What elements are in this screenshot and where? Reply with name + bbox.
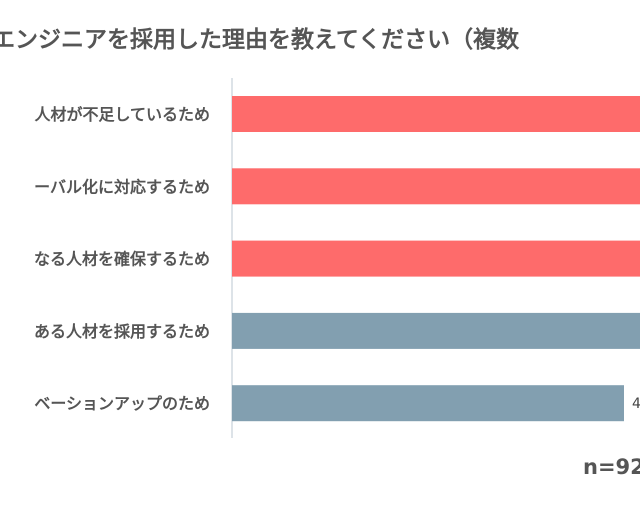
chart-title: エンジニアを採用した理由を教えてください（複数 — [0, 27, 520, 53]
bar — [232, 96, 640, 132]
sample-size-note: n=92 — [583, 455, 640, 479]
bar — [232, 312, 640, 349]
category-label: 人材が不足しているため — [34, 105, 210, 124]
bar — [232, 385, 624, 422]
category-label: ある人材を採用するため — [34, 322, 210, 341]
category-label: なる人材を確保するため — [34, 250, 210, 269]
category-label: ベーションアップのため — [34, 394, 210, 413]
bar — [232, 168, 640, 205]
value-label: 4 — [632, 396, 640, 412]
category-label: ーバル化に対応するため — [34, 177, 210, 196]
bar — [232, 240, 640, 277]
